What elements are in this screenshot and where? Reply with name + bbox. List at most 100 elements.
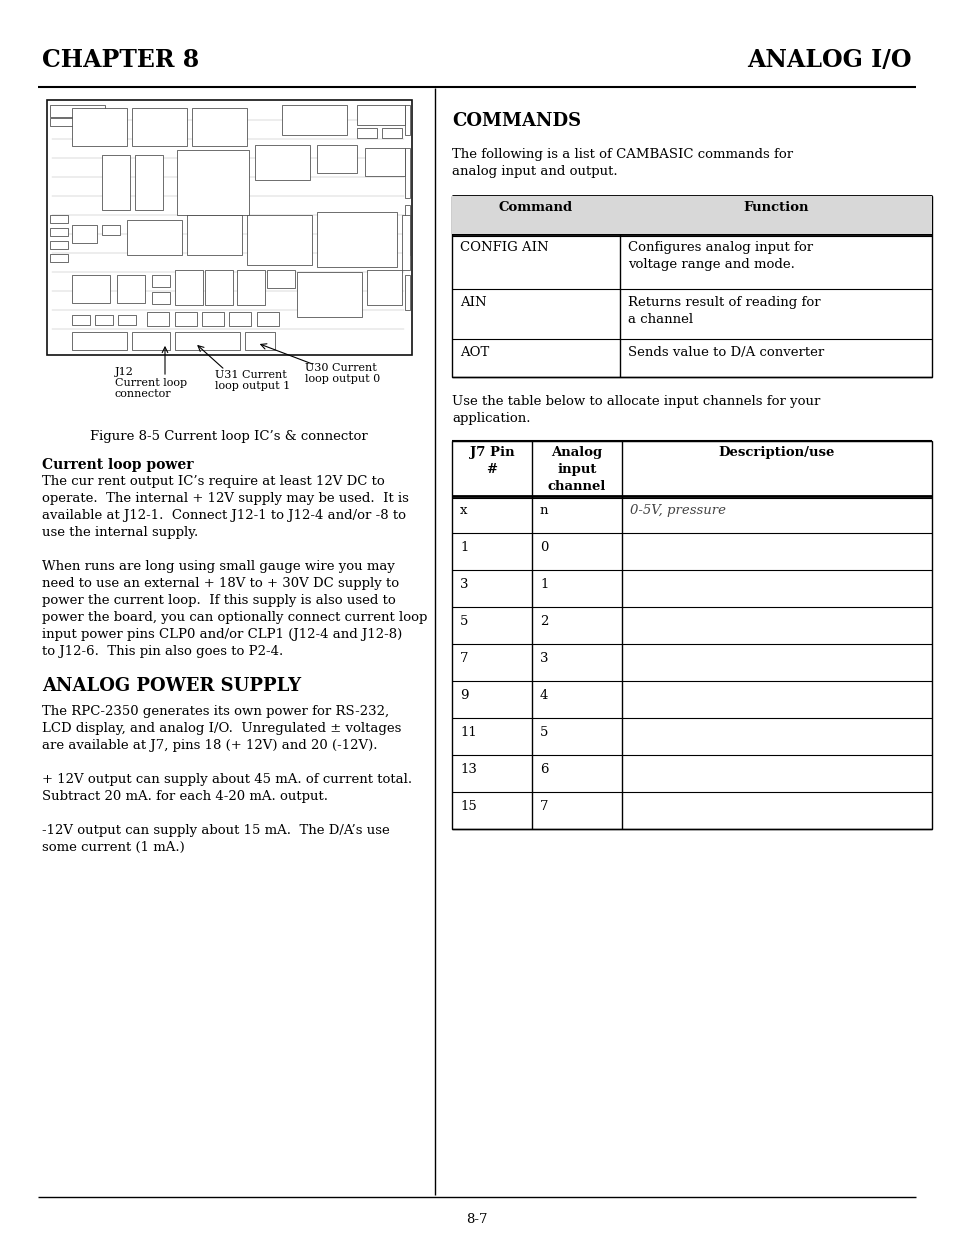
Text: Figure 8-5 Current loop IC’s & connector: Figure 8-5 Current loop IC’s & connector — [90, 430, 368, 443]
Text: 4: 4 — [539, 689, 548, 701]
Bar — [117, 275, 145, 303]
Bar — [102, 156, 130, 210]
Text: The following is a list of CAMBASIC commands for: The following is a list of CAMBASIC comm… — [452, 148, 792, 161]
Text: 0-5V, pressure: 0-5V, pressure — [629, 504, 725, 517]
Bar — [127, 220, 182, 254]
Bar — [381, 128, 401, 138]
Bar — [202, 312, 224, 326]
Text: The RPC-2350 generates its own power for RS-232,: The RPC-2350 generates its own power for… — [42, 705, 389, 718]
Bar — [71, 225, 97, 243]
Bar — [254, 144, 310, 180]
Bar — [177, 149, 249, 215]
Text: LCD display, and analog I/O.  Unregulated ± voltages: LCD display, and analog I/O. Unregulated… — [42, 722, 401, 735]
Text: ANALOG I/O: ANALOG I/O — [747, 48, 911, 72]
Text: available at J12-1.  Connect J12-1 to J12-4 and/or -8 to: available at J12-1. Connect J12-1 to J12… — [42, 509, 406, 522]
Text: ANALOG POWER SUPPLY: ANALOG POWER SUPPLY — [42, 677, 301, 695]
Text: Current loop: Current loop — [115, 378, 187, 388]
Text: 7: 7 — [539, 800, 548, 813]
Text: Use the table below to allocate input channels for your: Use the table below to allocate input ch… — [452, 395, 820, 408]
Text: Analog
input
channel: Analog input channel — [547, 446, 605, 493]
Bar — [102, 225, 120, 235]
Bar — [452, 441, 931, 829]
Text: Returns result of reading for: Returns result of reading for — [627, 296, 820, 309]
Bar — [316, 144, 356, 173]
Text: voltage range and mode.: voltage range and mode. — [627, 258, 794, 270]
Bar — [132, 332, 170, 350]
Text: operate.  The internal + 12V supply may be used.  It is: operate. The internal + 12V supply may b… — [42, 492, 409, 505]
Bar — [174, 312, 196, 326]
Bar — [50, 254, 68, 262]
Text: AIN: AIN — [459, 296, 486, 309]
Text: 3: 3 — [459, 578, 468, 592]
Bar — [316, 212, 396, 267]
Text: some current (1 mA.): some current (1 mA.) — [42, 841, 185, 853]
Bar — [192, 107, 247, 146]
Text: CONFIG AIN: CONFIG AIN — [459, 241, 548, 254]
Text: analog input and output.: analog input and output. — [452, 165, 617, 178]
Text: J7 Pin
#: J7 Pin # — [469, 446, 514, 475]
Text: Subtract 20 mA. for each 4-20 mA. output.: Subtract 20 mA. for each 4-20 mA. output… — [42, 790, 328, 803]
Text: use the internal supply.: use the internal supply. — [42, 526, 198, 538]
Bar — [118, 315, 136, 325]
Text: 0: 0 — [539, 541, 548, 555]
Bar — [95, 315, 112, 325]
Bar — [152, 275, 170, 287]
Bar — [356, 128, 376, 138]
Text: Function: Function — [742, 201, 808, 214]
Text: power the board, you can optionally connect current loop: power the board, you can optionally conn… — [42, 611, 427, 624]
Text: x: x — [459, 504, 467, 517]
Text: loop output 1: loop output 1 — [214, 382, 290, 391]
Text: loop output 0: loop output 0 — [305, 374, 380, 384]
Text: Command: Command — [498, 201, 573, 214]
Text: Sends value to D/A converter: Sends value to D/A converter — [627, 346, 823, 359]
Bar — [405, 275, 410, 310]
Text: 1: 1 — [539, 578, 548, 592]
Bar — [50, 119, 105, 126]
Text: 3: 3 — [539, 652, 548, 664]
Text: 13: 13 — [459, 763, 476, 776]
Bar — [50, 215, 68, 224]
Text: AOT: AOT — [459, 346, 489, 359]
Bar — [187, 215, 242, 254]
Bar — [135, 156, 163, 210]
Bar — [50, 105, 105, 117]
Bar — [71, 332, 127, 350]
Bar — [229, 312, 251, 326]
Text: input power pins CLP0 and/or CLP1 (J12-4 and J12-8): input power pins CLP0 and/or CLP1 (J12-4… — [42, 629, 402, 641]
Bar — [174, 332, 240, 350]
Bar — [71, 107, 127, 146]
Bar — [71, 275, 110, 303]
Text: power the current loop.  If this supply is also used to: power the current loop. If this supply i… — [42, 594, 395, 606]
Text: COMMANDS: COMMANDS — [452, 112, 580, 130]
Bar — [405, 105, 410, 135]
Bar — [247, 215, 312, 266]
Text: connector: connector — [115, 389, 172, 399]
Text: U30 Current: U30 Current — [305, 363, 376, 373]
Bar — [365, 148, 405, 177]
Text: Current loop power: Current loop power — [42, 458, 193, 472]
Text: -12V output can supply about 15 mA.  The D/A’s use: -12V output can supply about 15 mA. The … — [42, 824, 390, 837]
Text: 15: 15 — [459, 800, 476, 813]
Text: The cur rent output IC’s require at least 12V DC to: The cur rent output IC’s require at leas… — [42, 475, 384, 488]
Bar — [367, 270, 401, 305]
Text: a channel: a channel — [627, 312, 693, 326]
Bar — [174, 270, 203, 305]
Text: 5: 5 — [459, 615, 468, 629]
Bar — [356, 105, 405, 125]
Bar — [452, 196, 931, 377]
Text: 1: 1 — [459, 541, 468, 555]
Text: Configures analog input for: Configures analog input for — [627, 241, 812, 254]
Bar — [50, 228, 68, 236]
Bar — [147, 312, 169, 326]
Text: Description/use: Description/use — [718, 446, 834, 459]
Text: + 12V output can supply about 45 mA. of current total.: + 12V output can supply about 45 mA. of … — [42, 773, 412, 785]
Text: 7: 7 — [459, 652, 468, 664]
Bar — [267, 270, 294, 288]
Text: 8-7: 8-7 — [466, 1213, 487, 1226]
Bar — [296, 272, 361, 317]
Bar — [47, 100, 412, 354]
Bar — [401, 215, 410, 270]
Bar — [50, 241, 68, 249]
Text: 6: 6 — [539, 763, 548, 776]
Text: need to use an external + 18V to + 30V DC supply to: need to use an external + 18V to + 30V D… — [42, 577, 398, 590]
